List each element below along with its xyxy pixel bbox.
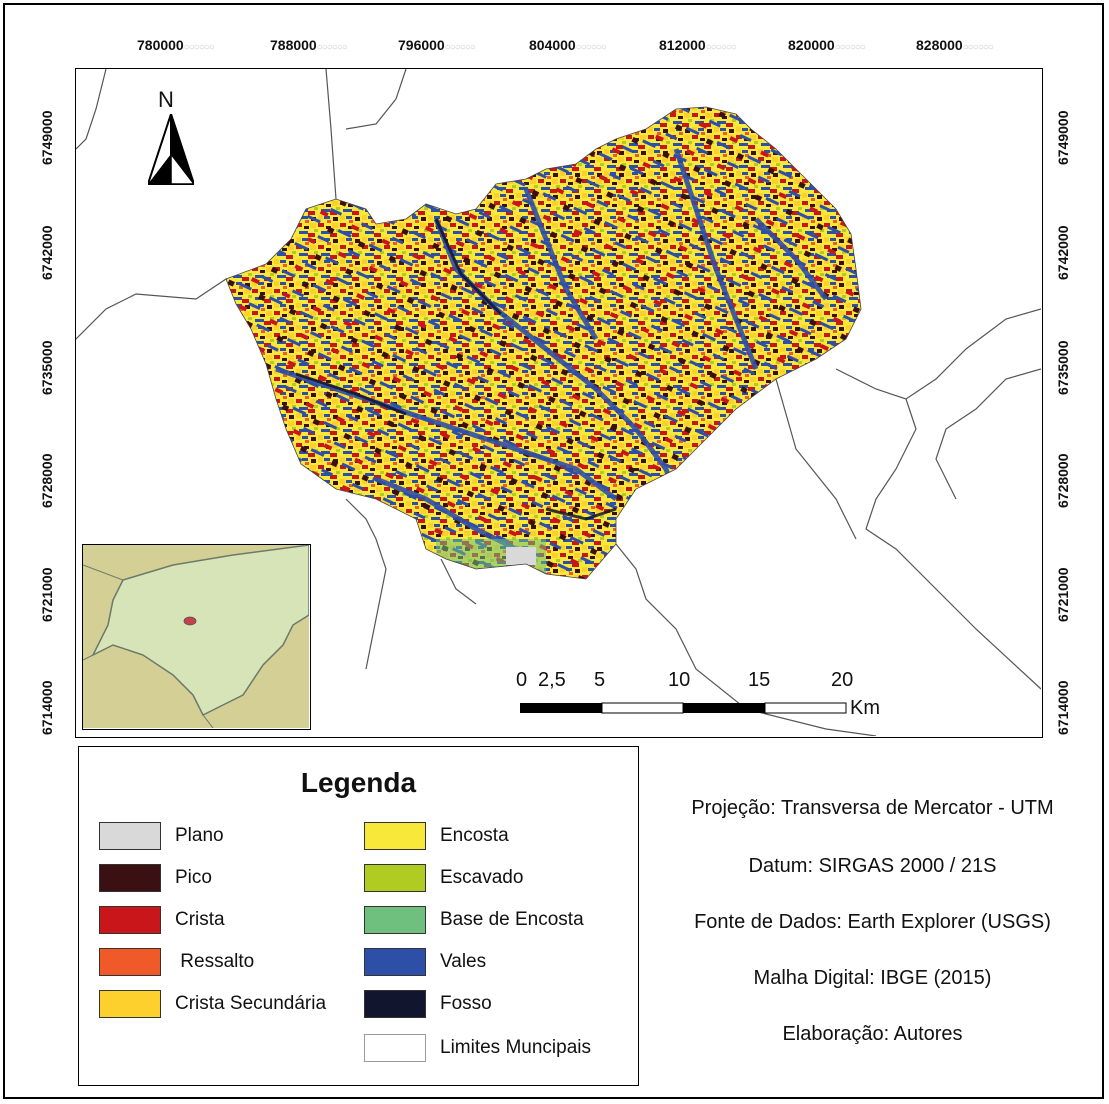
legend-swatch-pico: [99, 864, 161, 892]
legend-swatch-crista-secundaria: [99, 990, 161, 1018]
legend-label-plano: Plano: [175, 825, 224, 846]
scale-label-20: 20: [831, 669, 854, 691]
y-tick-left-6721000: 6721000: [39, 567, 55, 622]
main-map[interactable]: N 0 2,5 5 10 15 20: [75, 68, 1043, 738]
legend-item-ressalto: Ressalto: [99, 947, 254, 977]
legend-box: Legenda Plano Pico Crista Ressalto Crist…: [78, 746, 639, 1086]
north-arrow-icon: [148, 114, 194, 185]
legend-item-crista-secundaria: Crista Secundária: [99, 989, 326, 1019]
legend-swatch-fosso: [364, 990, 426, 1018]
legend-swatch-crista: [99, 906, 161, 934]
y-tick-right-6735000: 6735000: [1055, 340, 1071, 395]
scale-label-5: 5: [594, 669, 606, 691]
scale-unit: Km: [850, 697, 880, 719]
legend-swatch-ressalto: [99, 948, 161, 976]
legend-label-crista: Crista: [175, 909, 225, 930]
scale-label-0: 0: [516, 669, 528, 691]
scale-bar: 0 2,5 5 10 15 20 Km: [516, 669, 916, 729]
legend-label-crista-secundaria: Crista Secundária: [175, 993, 327, 1014]
x-tick-788000: 788000○○○○○○: [270, 37, 348, 53]
info-elaboration: Elaboração: Autores: [782, 1023, 963, 1045]
legend-label-base-de-encosta: Base de Encosta: [440, 909, 584, 930]
legend-label-limites-municipais: Limites Muncipais: [440, 1037, 591, 1058]
x-tick-820000: 820000○○○○○○: [788, 37, 866, 53]
y-tick-right-6728000: 6728000: [1055, 453, 1071, 508]
legend-label-pico: Pico: [175, 867, 212, 888]
scale-label-2-5: 2,5: [538, 669, 566, 691]
y-tick-left-6742000: 6742000: [39, 225, 55, 280]
y-tick-right-6714000: 6714000: [1055, 680, 1071, 735]
legend-swatch-escavado: [364, 864, 426, 892]
info-digital-mesh: Malha Digital: IBGE (2015): [753, 967, 992, 989]
legend-swatch-limites-municipais: [364, 1034, 426, 1062]
inset-locator-map[interactable]: [82, 544, 311, 730]
x-tick-780000: 780000○○○○○○: [137, 37, 215, 53]
legend-item-base-de-encosta: Base de Encosta: [364, 905, 584, 935]
legend-item-encosta: Encosta: [364, 821, 509, 851]
y-tick-left-6714000: 6714000: [39, 680, 55, 735]
study-area-geomorphons: [226, 107, 861, 579]
info-projection: Projeção: Transversa de Mercator - UTM: [691, 797, 1054, 819]
legend-item-fosso: Fosso: [364, 989, 492, 1019]
x-tick-796000: 796000○○○○○○: [398, 37, 476, 53]
inset-study-area-marker: [183, 616, 197, 626]
x-tick-804000: 804000○○○○○○: [529, 37, 607, 53]
map-canvas: [76, 69, 1041, 736]
legend-label-vales: Vales: [440, 951, 487, 972]
legend-title: Legenda: [300, 767, 417, 798]
legend-label-ressalto: Ressalto: [175, 951, 255, 972]
legend-item-limites-municipais: Limites Muncipais: [364, 1033, 591, 1063]
legend-item-vales: Vales: [364, 947, 486, 977]
legend-label-fosso: Fosso: [440, 993, 492, 1014]
municipal-boundaries: [76, 69, 1041, 736]
legend-swatch-encosta: [364, 822, 426, 850]
scale-label-15: 15: [748, 669, 771, 691]
legend-item-crista: Crista: [99, 905, 225, 935]
y-tick-right-6749000: 6749000: [1055, 110, 1071, 165]
map-sheet-frame: 780000○○○○○○ 788000○○○○○○ 796000○○○○○○ 8…: [3, 3, 1104, 1099]
info-data-source: Fonte de Dados: Earth Explorer (USGS): [694, 911, 1051, 933]
legend-item-plano: Plano: [99, 821, 224, 851]
inset-canvas: [83, 545, 310, 729]
y-tick-right-6721000: 6721000: [1055, 567, 1071, 622]
legend-label-encosta: Encosta: [440, 825, 509, 846]
scale-bar-graphic: [520, 702, 847, 714]
legend-swatch-vales: [364, 948, 426, 976]
y-tick-left-6728000: 6728000: [39, 453, 55, 508]
x-tick-828000: 828000○○○○○○: [916, 37, 994, 53]
north-letter: N: [158, 87, 174, 112]
scale-label-10: 10: [668, 669, 691, 691]
x-tick-812000: 812000○○○○○○: [659, 37, 737, 53]
legend-swatch-plano: [99, 822, 161, 850]
legend-swatch-base-de-encosta: [364, 906, 426, 934]
y-tick-left-6735000: 6735000: [39, 340, 55, 395]
y-tick-left-6749000: 6749000: [39, 110, 55, 165]
info-datum: Datum: SIRGAS 2000 / 21S: [748, 855, 997, 877]
y-tick-right-6742000: 6742000: [1055, 225, 1071, 280]
legend-item-pico: Pico: [99, 863, 212, 893]
legend-item-escavado: Escavado: [364, 863, 523, 893]
study-area-outline: [225, 106, 862, 580]
legend-label-escavado: Escavado: [440, 867, 524, 888]
